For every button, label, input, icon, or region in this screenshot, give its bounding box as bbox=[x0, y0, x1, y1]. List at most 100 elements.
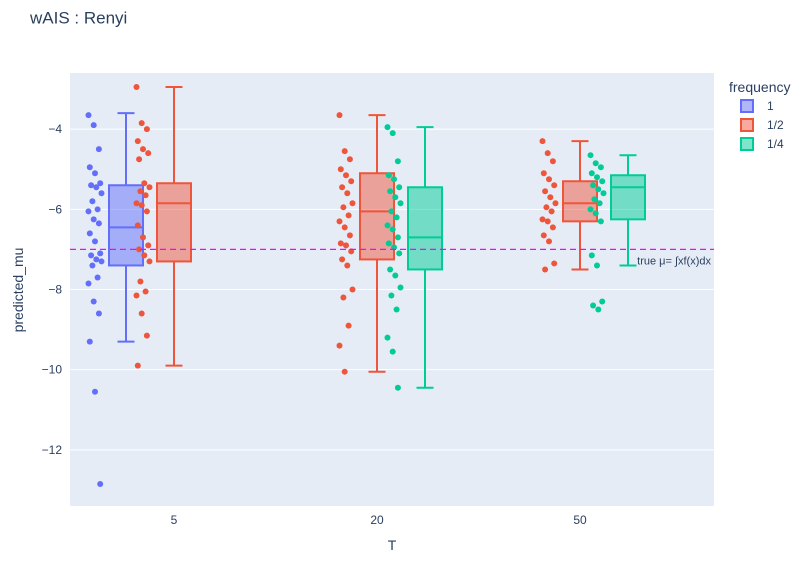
data-point[interactable] bbox=[143, 332, 150, 339]
data-point[interactable] bbox=[336, 112, 343, 119]
data-point[interactable] bbox=[392, 272, 399, 279]
data-point[interactable] bbox=[384, 334, 391, 341]
box-1-2-T20[interactable] bbox=[336, 112, 395, 375]
data-point[interactable] bbox=[546, 176, 552, 183]
data-point[interactable] bbox=[590, 302, 597, 309]
data-point[interactable] bbox=[597, 218, 604, 225]
data-point[interactable] bbox=[349, 286, 356, 293]
data-point[interactable] bbox=[90, 298, 97, 305]
box-1-2-T50[interactable] bbox=[539, 138, 598, 273]
data-point[interactable] bbox=[549, 224, 556, 231]
data-point[interactable] bbox=[337, 240, 344, 247]
data-point[interactable] bbox=[543, 204, 550, 211]
data-point[interactable] bbox=[394, 234, 401, 241]
data-point[interactable] bbox=[134, 222, 141, 229]
data-point[interactable] bbox=[143, 126, 150, 133]
data-point[interactable] bbox=[588, 170, 595, 177]
data-point[interactable] bbox=[587, 152, 594, 159]
data-point[interactable] bbox=[88, 182, 95, 189]
data-point[interactable] bbox=[389, 348, 396, 355]
data-point[interactable] bbox=[389, 226, 396, 233]
data-point[interactable] bbox=[546, 238, 552, 245]
data-point[interactable] bbox=[97, 180, 104, 187]
data-point[interactable] bbox=[341, 368, 348, 375]
data-point[interactable] bbox=[141, 252, 148, 259]
data-point[interactable] bbox=[94, 206, 101, 213]
data-point[interactable] bbox=[90, 216, 97, 223]
data-point[interactable] bbox=[391, 176, 397, 183]
data-point[interactable] bbox=[341, 224, 348, 231]
data-point[interactable] bbox=[134, 362, 141, 369]
data-point[interactable] bbox=[85, 280, 92, 287]
data-point[interactable] bbox=[592, 160, 599, 167]
data-point[interactable] bbox=[336, 218, 343, 225]
data-point[interactable] bbox=[348, 178, 355, 185]
data-point[interactable] bbox=[393, 214, 400, 221]
data-point[interactable] bbox=[397, 200, 404, 207]
data-point[interactable] bbox=[86, 230, 93, 237]
data-point[interactable] bbox=[97, 250, 104, 257]
data-point[interactable] bbox=[133, 200, 140, 207]
data-point[interactable] bbox=[344, 190, 351, 197]
data-point[interactable] bbox=[345, 212, 352, 219]
data-point[interactable] bbox=[339, 256, 346, 263]
data-point[interactable] bbox=[340, 294, 347, 301]
data-point[interactable] bbox=[336, 342, 343, 349]
data-point[interactable] bbox=[396, 250, 403, 257]
data-point[interactable] bbox=[138, 310, 145, 317]
data-point[interactable] bbox=[145, 242, 152, 249]
data-point[interactable] bbox=[592, 210, 599, 217]
data-point[interactable] bbox=[393, 306, 400, 313]
data-point[interactable] bbox=[93, 184, 100, 191]
data-point[interactable] bbox=[594, 174, 600, 181]
data-point[interactable] bbox=[345, 322, 352, 329]
data-point[interactable] bbox=[136, 156, 143, 163]
data-point[interactable] bbox=[137, 188, 144, 195]
data-point[interactable] bbox=[133, 84, 140, 91]
data-point[interactable] bbox=[143, 208, 150, 215]
data-point[interactable] bbox=[95, 146, 102, 153]
data-point[interactable] bbox=[551, 260, 558, 267]
data-point[interactable] bbox=[92, 170, 98, 177]
legend-item[interactable]: 1 bbox=[740, 99, 774, 113]
data-point[interactable] bbox=[88, 252, 95, 259]
data-point[interactable] bbox=[141, 180, 148, 187]
data-point[interactable] bbox=[89, 262, 96, 269]
data-point[interactable] bbox=[142, 288, 149, 295]
data-point[interactable] bbox=[343, 242, 349, 249]
data-point[interactable] bbox=[597, 164, 604, 171]
data-point[interactable] bbox=[551, 182, 558, 189]
data-point[interactable] bbox=[140, 146, 146, 153]
data-point[interactable] bbox=[133, 292, 140, 299]
data-point[interactable] bbox=[389, 130, 396, 137]
data-point[interactable] bbox=[394, 158, 401, 165]
box-1-2-T5[interactable] bbox=[133, 84, 192, 369]
data-point[interactable] bbox=[146, 258, 153, 265]
data-point[interactable] bbox=[587, 206, 594, 213]
data-point[interactable] bbox=[396, 184, 403, 191]
data-point[interactable] bbox=[137, 278, 144, 285]
data-point[interactable] bbox=[85, 208, 92, 215]
data-point[interactable] bbox=[339, 184, 346, 191]
data-point[interactable] bbox=[392, 194, 399, 201]
data-point[interactable] bbox=[92, 238, 98, 245]
data-point[interactable] bbox=[136, 246, 143, 253]
data-point[interactable] bbox=[544, 150, 551, 157]
data-point[interactable] bbox=[388, 208, 395, 215]
data-point[interactable] bbox=[385, 240, 392, 247]
data-point[interactable] bbox=[540, 170, 547, 177]
box-1-4-T50[interactable] bbox=[587, 152, 646, 313]
data-point[interactable] bbox=[547, 194, 554, 201]
data-point[interactable] bbox=[544, 218, 551, 225]
data-point[interactable] bbox=[384, 124, 391, 131]
data-point[interactable] bbox=[595, 186, 602, 193]
data-point[interactable] bbox=[394, 384, 401, 391]
legend-item[interactable]: 1/2 bbox=[740, 118, 784, 132]
data-point[interactable] bbox=[552, 200, 559, 207]
box-1-4-T20[interactable] bbox=[384, 124, 443, 391]
data-point[interactable] bbox=[344, 262, 351, 269]
data-point[interactable] bbox=[98, 258, 105, 265]
data-point[interactable] bbox=[599, 178, 606, 185]
data-point[interactable] bbox=[341, 148, 348, 155]
data-point[interactable] bbox=[539, 138, 546, 145]
